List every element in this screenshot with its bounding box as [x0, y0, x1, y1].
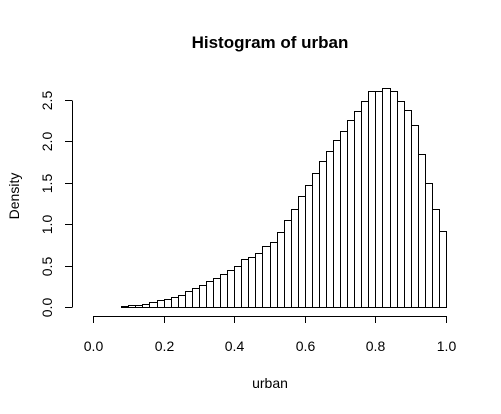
- histogram-bar: [121, 306, 129, 308]
- histogram-bar: [418, 154, 426, 308]
- histogram-bar: [382, 88, 391, 308]
- histogram-bar: [326, 151, 334, 308]
- histogram-bar: [425, 183, 433, 308]
- histogram-bars: [121, 88, 447, 308]
- histogram-bar: [390, 91, 398, 308]
- histogram-bar: [411, 125, 419, 308]
- histogram-bar: [340, 131, 348, 308]
- histogram-bar: [192, 288, 200, 308]
- histogram-bar: [234, 266, 242, 308]
- histogram-bar: [439, 231, 447, 308]
- x-axis-label: urban: [252, 375, 288, 391]
- histogram-bar: [248, 257, 256, 308]
- histogram-bar: [255, 253, 263, 308]
- histogram-bar: [397, 101, 405, 308]
- chart-title: Histogram of urban: [192, 33, 349, 52]
- histogram-bar: [171, 297, 179, 308]
- histogram-bar: [432, 209, 440, 308]
- histogram-bar: [178, 295, 186, 308]
- histogram-bar: [284, 220, 292, 308]
- x-axis: 0.0 0.2 0.4 0.6 0.8 1.0: [84, 316, 457, 354]
- histogram-bar: [354, 111, 362, 308]
- histogram-bar: [128, 305, 136, 308]
- histogram-bar: [361, 101, 369, 308]
- histogram-bar: [149, 302, 158, 308]
- histogram-bar: [347, 120, 355, 308]
- histogram-bar: [262, 246, 271, 308]
- histogram-bar: [241, 259, 249, 308]
- histogram-bar: [135, 305, 143, 308]
- histogram-bar: [227, 270, 235, 308]
- histogram-bar: [312, 173, 320, 308]
- histogram-bar: [333, 140, 341, 308]
- histogram-bar: [375, 91, 383, 308]
- y-axis-label: Density: [6, 173, 22, 220]
- y-tick-label: 1.5: [39, 174, 55, 194]
- histogram-bar: [199, 285, 207, 308]
- histogram-bar: [270, 242, 278, 308]
- histogram-bar: [305, 185, 313, 308]
- x-tick-label: 0.8: [366, 338, 386, 354]
- histogram-bar: [220, 274, 228, 308]
- histogram-bar: [213, 278, 221, 308]
- x-tick-label: 0.0: [84, 338, 104, 354]
- histogram-bar: [164, 299, 172, 308]
- histogram-bar: [142, 304, 150, 308]
- histogram-bar: [185, 291, 193, 308]
- y-tick-label: 0.0: [39, 298, 55, 318]
- histogram-bar: [206, 281, 214, 308]
- x-tick-label: 0.4: [225, 338, 245, 354]
- histogram-bar: [157, 300, 165, 308]
- histogram-bar: [404, 110, 412, 308]
- histogram-bar: [368, 91, 376, 308]
- x-tick-label: 0.6: [296, 338, 316, 354]
- histogram-bar: [319, 161, 327, 308]
- y-tick-label: 1.0: [39, 215, 55, 235]
- histogram-bar: [298, 196, 306, 308]
- y-tick-label: 0.5: [39, 257, 55, 277]
- x-tick-label: 1.0: [437, 338, 457, 354]
- y-tick-label: 2.5: [39, 91, 55, 111]
- y-tick-label: 2.0: [39, 132, 55, 152]
- y-axis: 0.0 0.5 1.0 1.5 2.0 2.5: [39, 91, 73, 318]
- histogram-bar: [291, 209, 299, 308]
- x-tick-label: 0.2: [155, 338, 175, 354]
- histogram-bar: [277, 232, 285, 308]
